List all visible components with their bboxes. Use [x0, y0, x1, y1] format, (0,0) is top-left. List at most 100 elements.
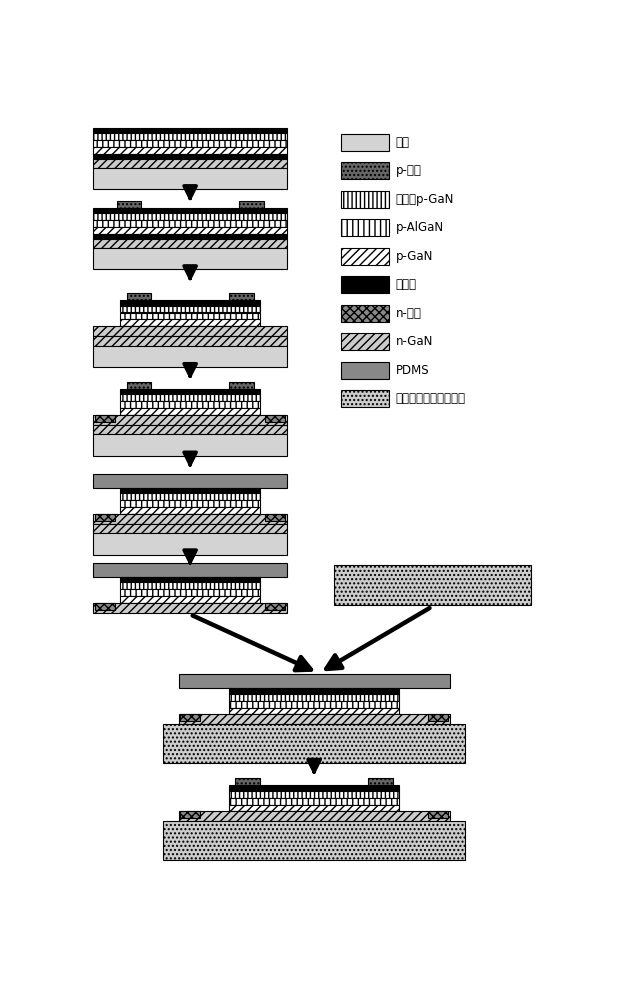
Bar [121, 500, 260, 507]
Bar [266, 415, 285, 422]
Bar [121, 589, 260, 596]
Bar [93, 326, 287, 336]
Text: 重掺杂p-GaN: 重掺杂p-GaN [396, 193, 454, 206]
Bar [235, 778, 260, 785]
Text: n-电极: n-电极 [396, 307, 421, 320]
Bar [93, 220, 287, 227]
Text: 衿底: 衿底 [396, 136, 409, 149]
Bar [93, 239, 287, 248]
Bar [93, 603, 287, 613]
Bar [121, 389, 260, 394]
Bar [95, 603, 115, 610]
Bar [229, 805, 399, 811]
Bar [229, 791, 399, 798]
Bar [93, 154, 287, 158]
Bar [93, 533, 287, 555]
Bar [239, 201, 264, 208]
Bar [93, 140, 287, 147]
Bar [93, 208, 287, 213]
Bar [93, 524, 287, 533]
Bar [121, 507, 260, 514]
Bar [229, 382, 254, 389]
Bar [93, 213, 287, 220]
Bar [341, 305, 389, 322]
Bar [126, 382, 151, 389]
Bar [341, 248, 389, 265]
Bar [229, 714, 399, 719]
Bar [179, 811, 450, 821]
Bar [95, 415, 115, 422]
Bar [93, 336, 287, 346]
Bar [126, 293, 151, 300]
Bar [93, 474, 287, 488]
Bar [341, 276, 389, 293]
Text: p-AlGaN: p-AlGaN [396, 221, 443, 234]
Bar [93, 563, 287, 577]
Bar [341, 219, 389, 236]
Text: n-GaN: n-GaN [396, 335, 433, 348]
Bar [121, 415, 260, 420]
Bar [163, 821, 465, 860]
Bar [121, 603, 260, 607]
Bar [121, 306, 260, 312]
Bar [121, 300, 260, 306]
Bar [229, 811, 399, 816]
Bar [121, 596, 260, 603]
Bar [229, 293, 254, 300]
Bar [121, 401, 260, 408]
Bar [179, 674, 450, 688]
Bar [229, 694, 399, 701]
Text: 氮化硯光子晶体衿底层: 氮化硯光子晶体衿底层 [396, 392, 465, 405]
Bar [93, 128, 287, 133]
Bar [341, 333, 389, 350]
Text: p-电极: p-电极 [396, 164, 421, 177]
Bar [93, 346, 287, 367]
Text: PDMS: PDMS [396, 364, 429, 377]
Bar [121, 514, 260, 519]
Text: p-GaN: p-GaN [396, 250, 433, 263]
Bar [93, 133, 287, 140]
Bar [121, 493, 260, 500]
Bar [121, 582, 260, 589]
Bar [180, 714, 200, 721]
Bar [93, 234, 287, 239]
Bar [93, 425, 287, 434]
Bar [229, 708, 399, 714]
Bar [95, 514, 115, 521]
Bar [341, 191, 389, 208]
Bar [179, 714, 450, 724]
Bar [428, 714, 448, 721]
Bar [121, 326, 260, 331]
Bar [180, 811, 200, 818]
Bar [121, 408, 260, 415]
Bar [341, 362, 389, 379]
Bar [121, 319, 260, 326]
Bar [121, 577, 260, 582]
Bar [121, 488, 260, 493]
Bar [266, 514, 285, 521]
Bar [93, 227, 287, 234]
Bar [333, 565, 531, 605]
Bar [93, 434, 287, 456]
Bar [368, 778, 393, 785]
Bar [93, 147, 287, 154]
Bar [93, 514, 287, 524]
Bar [93, 248, 287, 269]
Bar [93, 415, 287, 425]
Bar [163, 724, 465, 763]
Bar [229, 785, 399, 791]
Bar [229, 688, 399, 694]
Bar [229, 798, 399, 805]
Bar [341, 134, 389, 151]
Bar [229, 701, 399, 708]
Bar [93, 158, 287, 168]
Bar [341, 390, 389, 407]
Bar [266, 603, 285, 610]
Bar [116, 201, 141, 208]
Bar [93, 168, 287, 189]
Text: 有源层: 有源层 [396, 278, 417, 291]
Bar [121, 312, 260, 319]
Bar [121, 394, 260, 401]
Bar [341, 162, 389, 179]
Bar [428, 811, 448, 818]
